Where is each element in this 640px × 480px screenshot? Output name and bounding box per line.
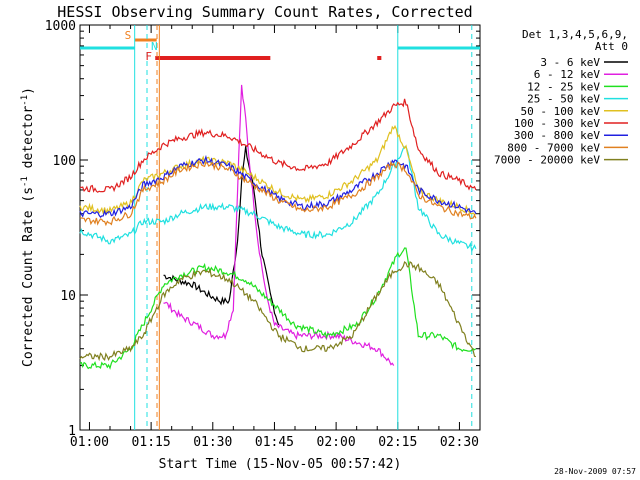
x-tick-label: 01:15 — [132, 435, 171, 450]
legend-label-8: 7000 - 20000 keV — [494, 154, 600, 167]
y-tick-label: 100 — [53, 154, 76, 169]
y-tick-label: 10 — [60, 289, 76, 304]
series-line-0 — [163, 146, 280, 326]
legend-label-7: 800 - 7000 keV — [507, 141, 600, 154]
axis-ticks — [80, 25, 481, 431]
flag-markers: S NF — [80, 25, 480, 430]
legend-label-0: 3 - 6 keV — [540, 56, 600, 69]
legend-label-5: 100 - 300 keV — [514, 117, 600, 130]
series-line-6 — [79, 154, 477, 218]
legend-title-1: Det 1,3,4,5,6,9, — [522, 28, 628, 41]
legend-title-2: Att 0 — [595, 40, 628, 53]
x-tick-labels: 01:00 01:15 01:30 01:45 02:00 02:15 02:30 — [70, 435, 479, 450]
flag-label-s: S — [125, 29, 132, 42]
x-axis-label: Start Time (15-Nov-05 00:57:42) — [159, 457, 402, 472]
y-tick-labels: 1 10 100 1000 — [45, 19, 76, 439]
y-tick-label: 1 — [68, 424, 76, 439]
flag-label-f: F — [145, 50, 152, 63]
series-line-1 — [163, 84, 395, 366]
x-tick-label: 02:00 — [317, 435, 356, 450]
legend-label-1: 6 - 12 keV — [534, 68, 601, 81]
legend-label-3: 25 - 50 keV — [527, 93, 600, 106]
x-tick-label: 02:15 — [378, 435, 417, 450]
series-line-4 — [79, 124, 477, 216]
series-line-8 — [79, 260, 477, 362]
series-lines — [79, 84, 477, 370]
series-line-2 — [79, 247, 477, 370]
x-tick-label: 01:30 — [193, 435, 232, 450]
series-line-7 — [79, 160, 477, 227]
legend-label-4: 50 - 100 keV — [521, 105, 601, 118]
x-tick-label: 01:45 — [255, 435, 294, 450]
x-tick-label: 01:00 — [70, 435, 109, 450]
x-tick-label: 02:30 — [440, 435, 479, 450]
legend-label-6: 300 - 800 keV — [514, 129, 600, 142]
timestamp: 28-Nov-2009 07:57 — [554, 467, 636, 476]
y-tick-label: 1000 — [45, 19, 76, 34]
flag-label-n: N — [151, 40, 158, 53]
y-axis-label: Corrected Count Rate (s-1 detector-1) — [20, 87, 36, 367]
chart-title: HESSI Observing Summary Count Rates, Cor… — [57, 3, 472, 21]
legend-label-2: 12 - 25 keV — [527, 80, 600, 93]
series-line-3 — [79, 146, 477, 253]
series-line-5 — [79, 98, 477, 193]
plot-frame — [79, 24, 481, 431]
